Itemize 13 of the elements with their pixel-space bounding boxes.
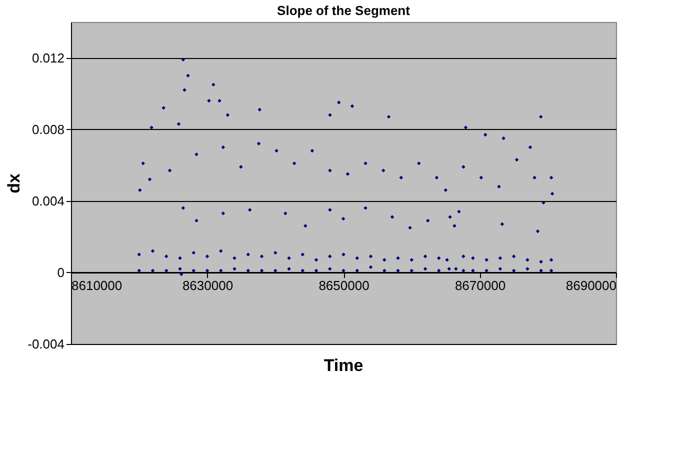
x-tick-label: 8630000 [182, 278, 234, 293]
y-tick-label: 0.004 [32, 193, 64, 208]
x-tick-label: 8610000 [72, 278, 122, 293]
x-tick-label: 8670000 [454, 278, 506, 293]
y-tick-label: -0.004 [28, 336, 64, 352]
y-tick-label: 0.012 [32, 50, 64, 66]
y-tick-label: 0.008 [32, 122, 64, 137]
x-tick-label: 8650000 [318, 278, 370, 293]
y-tick-label: 0 [57, 264, 64, 280]
chart-title: Slope of the Segment [277, 3, 411, 18]
x-axis-title: Time [324, 356, 364, 375]
y-axis-title: dx [4, 173, 24, 194]
x-tick-label: 8690000 [566, 278, 616, 293]
